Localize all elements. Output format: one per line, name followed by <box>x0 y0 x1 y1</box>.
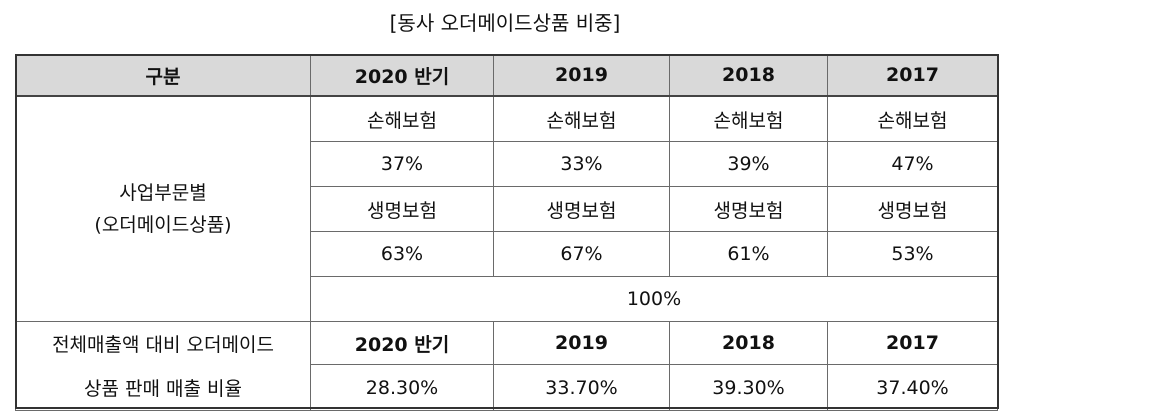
life-value: 61% <box>669 231 828 277</box>
header-year: 2017 <box>827 54 998 97</box>
table-row: 전체매출액 대비 오더메이드 2020 반기 2019 2018 2017 <box>15 321 998 365</box>
non-life-label: 손해보험 <box>493 95 670 142</box>
life-label: 생명보험 <box>310 186 494 232</box>
header-year: 2020 반기 <box>310 54 494 97</box>
life-value: 67% <box>493 231 670 277</box>
table-row: 생명보험 생명보험 생명보험 생명보험 <box>16 186 998 232</box>
table-row: 63% 67% 61% 53% <box>16 231 998 277</box>
sales-ratio-year: 2017 <box>827 321 998 365</box>
non-life-value: 47% <box>827 141 998 187</box>
non-life-label: 손해보험 <box>310 95 494 142</box>
header-year: 2019 <box>493 54 670 97</box>
sales-ratio-value: 39.30% <box>669 364 828 411</box>
table-row: 100% <box>16 276 998 322</box>
life-label: 생명보험 <box>827 186 998 232</box>
life-label: 생명보험 <box>493 186 670 232</box>
non-life-label: 손해보험 <box>827 95 998 142</box>
sales-ratio-year: 2020 반기 <box>310 321 494 365</box>
sales-ratio-value: 33.70% <box>493 364 670 411</box>
sales-ratio-value: 37.40% <box>827 364 998 411</box>
non-life-value: 33% <box>493 141 670 187</box>
non-life-label: 손해보험 <box>669 95 828 142</box>
order-made-share-table: 구분 2020 반기 2019 2018 2017 사업부문별 (오더메이드상품… <box>15 54 998 411</box>
table-row: 상품 판매 매출 비율 28.30% 33.70% 39.30% 37.40% <box>15 364 998 411</box>
sales-ratio-label-line2: 상품 판매 매출 비율 <box>15 364 311 411</box>
sales-ratio-year: 2019 <box>493 321 670 365</box>
segment-total: 100% <box>310 276 998 322</box>
segment-label-line2: (오더메이드상품) <box>94 214 232 236</box>
non-life-value: 37% <box>310 141 494 187</box>
non-life-value: 39% <box>669 141 828 187</box>
header-row: 구분 2020 반기 2019 2018 2017 <box>15 54 998 97</box>
table-caption: [동사 오더메이드상품 비중] <box>389 11 621 35</box>
sales-ratio-year: 2018 <box>669 321 828 365</box>
table-row: 사업부문별 (오더메이드상품) 손해보험 손해보험 손해보험 손해보험 <box>15 95 998 322</box>
segment-label-line1: 사업부문별 <box>119 182 207 204</box>
segment-label-cell: 사업부문별 (오더메이드상품) <box>15 95 311 322</box>
table-row: 37% 33% 39% 47% <box>16 141 998 187</box>
life-value: 63% <box>310 231 494 277</box>
header-category: 구분 <box>15 54 311 97</box>
life-label: 생명보험 <box>669 186 828 232</box>
sales-ratio-label-line1: 전체매출액 대비 오더메이드 <box>15 321 311 365</box>
header-year: 2018 <box>669 54 828 97</box>
life-value: 53% <box>827 231 998 277</box>
sales-ratio-value: 28.30% <box>310 364 494 411</box>
